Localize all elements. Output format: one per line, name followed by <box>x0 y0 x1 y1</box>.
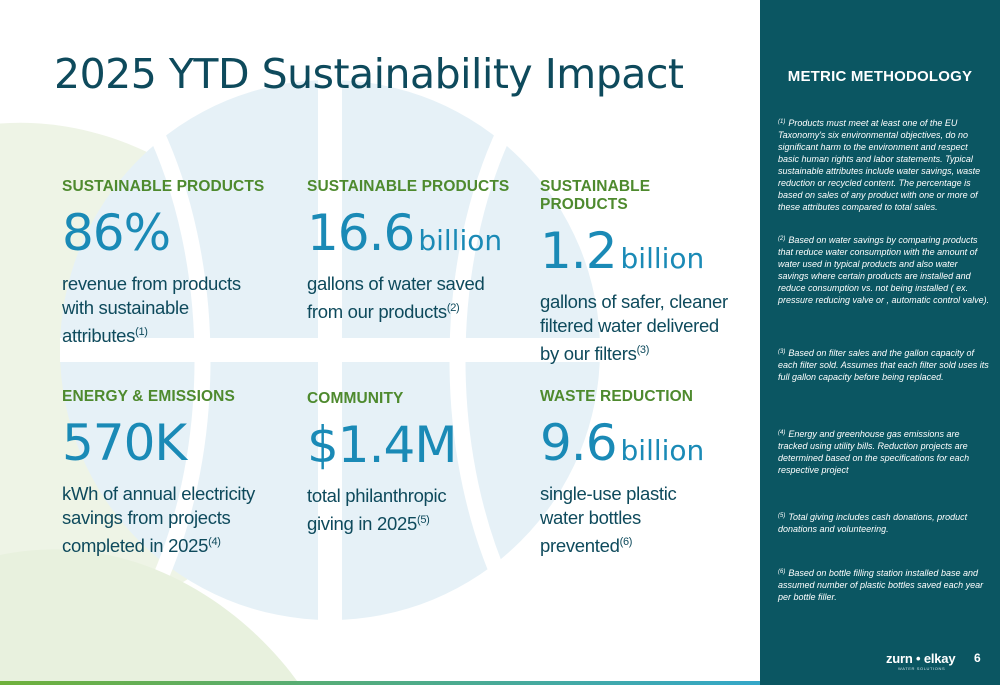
metric-number: 9.6 <box>540 414 618 472</box>
metric-category: SUSTAINABLE PRODUCTS <box>62 178 265 195</box>
footnote-ref: (5) <box>416 514 430 526</box>
metric-value: 1.2 billion <box>540 226 740 276</box>
footnote-ref: (1) <box>135 326 148 338</box>
metric-value: 9.6 billion <box>540 418 740 468</box>
metric-category: COMMUNITY <box>307 390 404 407</box>
methodology-note-1: (1) Products must meet at least one of th… <box>778 116 990 213</box>
metric-category: SUSTAINABLE PRODUCTS <box>307 178 510 195</box>
metric-value: 570K <box>62 418 262 468</box>
metric-description: kWh of annual electricity savings from p… <box>62 482 262 558</box>
metric-value: $1.4M <box>307 420 487 470</box>
company-logo-subtext: WATER SOLUTIONS <box>898 666 946 671</box>
note-number: (2) <box>778 236 786 242</box>
metric-unit: billion <box>620 242 705 275</box>
metric-unit: billion <box>620 434 705 467</box>
methodology-note-3: (3) Based on filter sales and the gallon … <box>778 346 990 383</box>
metric-description-text: kWh of annual electricity savings from p… <box>62 483 256 557</box>
metric-waste-reduction: WASTE REDUCTION 9.6 billion single-use pl… <box>540 388 740 558</box>
metric-community-giving: COMMUNITY $1.4M total philanthropic givi… <box>307 390 487 536</box>
footnote-ref: (2) <box>446 302 460 314</box>
footnote-ref: (3) <box>636 344 650 356</box>
note-text: Total giving includes cash donations, pr… <box>778 512 968 534</box>
company-logo: zurn • elkay <box>886 651 956 666</box>
metric-sustainable-revenue: SUSTAINABLE PRODUCTS 86% revenue from pr… <box>62 178 272 348</box>
note-number: (5) <box>778 513 786 519</box>
metric-value: 86% <box>62 208 272 258</box>
metric-energy-savings: ENERGY & EMISSIONS 570K kWh of annual el… <box>62 388 262 558</box>
note-text: Energy and greenhouse gas emissions are … <box>778 429 970 475</box>
background-leaf-globe-graphic <box>0 80 600 685</box>
note-number: (3) <box>778 349 786 355</box>
metric-description-text: single-use plastic water bottles prevent… <box>540 483 677 557</box>
metric-number: 16.6 <box>307 204 415 262</box>
metric-description: total philanthropic giving in 2025(5) <box>307 484 457 536</box>
note-text: Based on bottle filling station installe… <box>778 568 984 602</box>
metric-category: SUSTAINABLE PRODUCTS <box>540 178 651 213</box>
metric-description-text: total philanthropic giving in 2025 <box>307 485 447 535</box>
methodology-note-5: (5) Total giving includes cash donations,… <box>778 510 990 535</box>
methodology-note-4: (4) Energy and greenhouse gas emissions a… <box>778 427 990 476</box>
metric-description-text: revenue from products with sustainable a… <box>62 273 241 347</box>
metric-number: 1.2 <box>540 222 618 280</box>
page-title: 2025 YTD Sustainability Impact <box>54 50 684 98</box>
methodology-note-2: (2) Based on water savings by comparing p… <box>778 233 990 306</box>
note-text: Products must meet at least one of the E… <box>778 118 981 212</box>
bottom-gradient-bar <box>0 681 760 685</box>
metric-unit: billion <box>418 224 503 257</box>
metric-value: 16.6 billion <box>307 208 517 258</box>
metric-description: single-use plastic water bottles prevent… <box>540 482 720 558</box>
methodology-note-6: (6) Based on bottle filling station insta… <box>778 566 990 603</box>
metric-category: WASTE REDUCTION <box>540 388 694 405</box>
footnote-ref: (4) <box>208 536 221 548</box>
note-text: Based on filter sales and the gallon cap… <box>778 348 989 382</box>
metric-water-saved: SUSTAINABLE PRODUCTS 16.6 billion gallons… <box>307 178 517 324</box>
metric-number: 86% <box>62 204 171 262</box>
metric-description-text: gallons of safer, cleaner filtered water… <box>540 291 728 365</box>
metric-description: gallons of safer, cleaner filtered water… <box>540 290 740 366</box>
note-number: (6) <box>778 569 786 575</box>
metric-description: revenue from products with sustainable a… <box>62 272 272 348</box>
note-number: (4) <box>778 430 786 436</box>
metric-description-text: gallons of water saved from our products <box>307 273 485 323</box>
note-number: (1) <box>778 119 786 125</box>
metric-category: ENERGY & EMISSIONS <box>62 388 235 405</box>
metric-number: 570K <box>62 414 187 472</box>
metric-description: gallons of water saved from our products… <box>307 272 487 324</box>
methodology-panel: METRIC METHODOLOGY (1) Products must meet… <box>760 0 1000 685</box>
methodology-title: METRIC METHODOLOGY <box>787 68 973 85</box>
footnote-ref: (6) <box>619 536 633 548</box>
note-text: Based on water savings by comparing prod… <box>778 235 990 305</box>
metric-filtered-water: SUSTAINABLE PRODUCTS 1.2 billion gallons … <box>540 178 740 366</box>
page-number: 6 <box>974 651 981 665</box>
metric-number: $1.4M <box>307 416 457 474</box>
